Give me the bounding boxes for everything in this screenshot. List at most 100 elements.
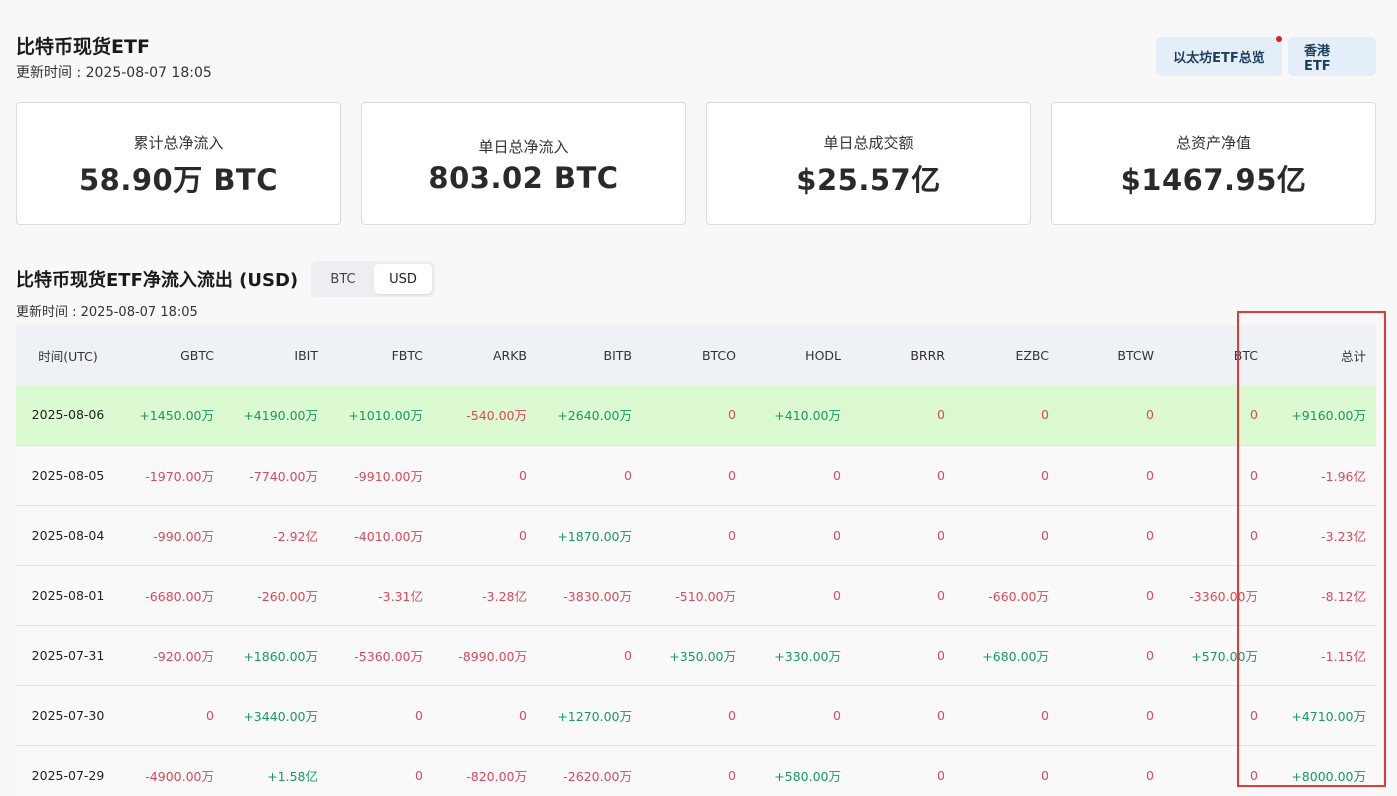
hk-etf-label: 香港 ETF [1304,43,1331,74]
flow-cell: 0 [937,767,945,783]
flow-cell: -660.00万 [988,588,1049,604]
stat-label: 总资产净值 [1175,134,1251,152]
flow-cell: -510.00万 [675,588,736,604]
flow-cell: -3360.00万 [1189,588,1258,604]
flow-cell: -3.31亿 [378,588,423,604]
table-body: 2025-08-06 +1450.00万 +4190.00万 +1010.00万 -54… [16,385,1376,796]
flow-cell: 0 [519,707,527,723]
flow-cell: -4010.00万 [354,528,423,544]
column-header: ARKB [492,347,527,363]
column-header: IBIT [294,347,318,363]
etf-flow-table: 时间(UTC) GBTC IBIT FBTC ARKB BITB BTCO HODL BRRR E… [16,325,1376,796]
table-row: 2025-08-05 -1970.00万 -7740.00万 -9910.00万 0 0 0… [16,445,1376,505]
flow-cell: +680.00万 [982,648,1049,664]
page-update-time: 更新时间 : 2025-08-07 18:05 [16,65,212,81]
flow-cell: -1.15亿 [1321,648,1366,664]
date-cell: 2025-08-05 [31,467,105,483]
flow-cell: -6680.00万 [145,588,214,604]
flow-cell: 0 [415,767,423,783]
column-header: BTC [1233,347,1258,363]
toggle-btc[interactable]: BTC [330,271,356,287]
flow-cell: 0 [1146,647,1154,663]
flow-cell: 0 [1250,707,1258,723]
flow-cell: -8.12亿 [1321,588,1366,604]
column-header: 总计 [1340,348,1366,364]
flow-cell: -920.00万 [153,648,214,664]
stat-card-daily-volume: 单日总成交额 $25.57亿 [706,102,1031,225]
flow-cell: 0 [937,647,945,663]
flow-cell: -3.28亿 [482,588,527,604]
column-header: HODL [805,347,841,363]
stat-value: $1467.95亿 [1120,163,1307,197]
flow-cell: +1270.00万 [557,708,632,724]
flow-cell: 0 [1146,587,1154,603]
flow-cell: 0 [937,407,945,423]
page-title: 比特币现货ETF [16,36,150,58]
flow-cell: 0 [1041,407,1049,423]
table-row: 2025-07-31 -920.00万 +1860.00万 -5360.00万 -899… [16,625,1376,685]
flow-cell: -540.00万 [466,408,527,424]
flow-cell: 0 [519,527,527,543]
stat-value: $25.57亿 [796,163,941,197]
flow-cell: +4190.00万 [243,408,318,424]
stat-value: 58.90万 BTC [79,163,278,197]
flow-cell: 0 [1146,707,1154,723]
flow-cell: +1.58亿 [267,768,318,784]
flow-cell: 0 [1250,407,1258,423]
flow-cell: +3440.00万 [243,708,318,724]
stat-card-total-nav: 总资产净值 $1467.95亿 [1051,102,1376,225]
flow-cell: +1010.00万 [348,408,423,424]
flow-cell: 0 [415,707,423,723]
flow-cell: +580.00万 [774,768,841,784]
table-row: 2025-08-01 -6680.00万 -260.00万 -3.31亿 -3.28亿 -… [16,565,1376,625]
flow-cell: 0 [624,647,632,663]
flow-cell: +410.00万 [774,408,841,424]
flow-cell: +350.00万 [669,648,736,664]
flow-cell: +1870.00万 [557,528,632,544]
flow-cell: 0 [937,527,945,543]
flow-cell: 0 [1041,767,1049,783]
flow-cell: 0 [833,707,841,723]
flow-cell: +4710.00万 [1291,708,1366,724]
stat-value: 803.02 BTC [428,161,619,195]
stat-label: 累计总净流入 [133,134,224,152]
stat-card-cumulative-inflow: 累计总净流入 58.90万 BTC [16,102,341,225]
flow-cell: 0 [1146,767,1154,783]
flow-cell: 0 [937,467,945,483]
stat-label: 单日总净流入 [478,138,569,156]
flow-cell: -5360.00万 [354,648,423,664]
flow-cell: 0 [728,707,736,723]
flow-cell: 0 [728,527,736,543]
hk-etf-button[interactable]: 香港 ETF [1288,37,1376,76]
stat-cards: 累计总净流入 58.90万 BTC 单日总净流入 803.02 BTC 单日总成… [16,102,1376,225]
column-header: 时间(UTC) [38,348,98,364]
column-header: GBTC [180,347,214,363]
date-cell: 2025-08-04 [31,527,105,543]
flow-cell: -3.23亿 [1321,528,1366,544]
flow-cell: +8000.00万 [1291,768,1366,784]
flow-cell: -2620.00万 [563,768,632,784]
notification-dot [1276,36,1282,42]
flow-cell: -990.00万 [153,528,214,544]
flow-cell: 0 [1146,407,1154,423]
table-row: 2025-08-04 -990.00万 -2.92亿 -4010.00万 0 +1870.… [16,505,1376,565]
column-header: BITB [603,347,632,363]
date-cell: 2025-07-31 [31,647,105,663]
flow-cell: -2.92亿 [273,528,318,544]
flow-cell: 0 [833,587,841,603]
top-buttons: 以太坊ETF总览 香港 ETF [1156,36,1376,76]
flow-cell: 0 [1250,467,1258,483]
unit-toggle: BTC USD [311,261,435,297]
column-header: EZBC [1015,347,1049,363]
flow-cell: 0 [728,467,736,483]
flow-cell: -9910.00万 [354,468,423,484]
flow-cell: 0 [1041,467,1049,483]
flow-cell: -260.00万 [257,588,318,604]
eth-etf-overview-button[interactable]: 以太坊ETF总览 [1156,36,1282,76]
flow-cell: 0 [728,407,736,423]
date-cell: 2025-07-29 [31,767,105,783]
flow-cell: 0 [937,707,945,723]
column-header: BTCW [1117,347,1154,363]
toggle-usd[interactable]: USD [374,264,432,294]
